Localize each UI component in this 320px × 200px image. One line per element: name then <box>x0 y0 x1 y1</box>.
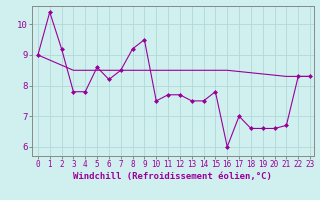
X-axis label: Windchill (Refroidissement éolien,°C): Windchill (Refroidissement éolien,°C) <box>73 172 272 181</box>
